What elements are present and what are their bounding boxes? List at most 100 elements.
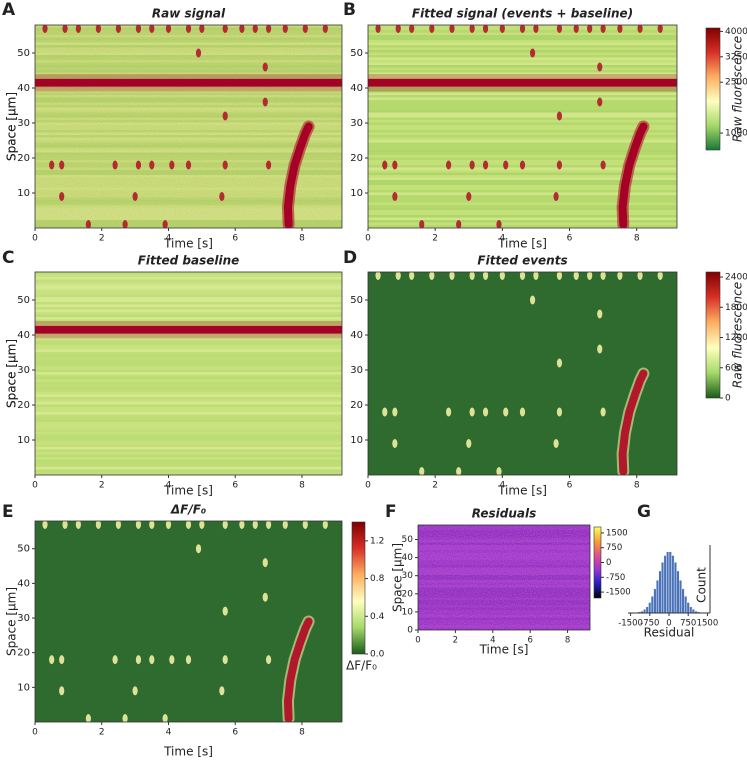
colorbar-label: ΔF/F₀	[346, 659, 377, 673]
y-tick-label: 10	[350, 188, 363, 199]
event	[59, 160, 65, 170]
heatmap-stripe	[35, 688, 342, 692]
heatmap-stripe	[35, 414, 342, 418]
heatmap-stripe	[368, 37, 677, 41]
event	[135, 521, 142, 529]
heatmap-stripe	[35, 394, 342, 398]
event	[503, 160, 509, 170]
heatmap-stripe	[368, 299, 677, 303]
heatmap-stripe	[368, 67, 677, 71]
colorbar-tick-label: 2400	[725, 273, 747, 283]
y-axis-label: Count	[695, 567, 709, 603]
event	[322, 25, 328, 33]
x-tick-label: 0	[415, 636, 420, 646]
heatmap-stripe	[368, 70, 677, 73]
event	[657, 25, 663, 33]
heatmap-stripe	[35, 698, 342, 702]
panel-title: ΔF/F₀	[170, 503, 207, 517]
heatmap-stripe	[35, 528, 342, 532]
heatmap-stripe	[35, 369, 342, 373]
heatmap-stripe	[35, 641, 342, 644]
heatmap-stripe	[35, 379, 342, 383]
heatmap-stripe	[35, 434, 342, 438]
heatmap-stripe	[35, 588, 342, 592]
heatmap-stripe	[368, 40, 677, 43]
y-tick-label: 50	[350, 48, 363, 59]
event	[395, 272, 401, 280]
heatmap-stripe	[368, 334, 677, 338]
event	[265, 521, 272, 529]
event	[162, 714, 168, 722]
event	[597, 344, 603, 354]
heatmap-stripe	[35, 626, 342, 629]
heatmap-stripe	[35, 274, 342, 278]
y-tick-label: 30	[350, 365, 363, 376]
heatmap-stripe	[368, 195, 677, 198]
heatmap-stripe	[35, 409, 342, 413]
event	[429, 25, 435, 33]
heatmap-stripe	[35, 442, 342, 445]
y-axis-label: Space [µm]	[5, 339, 19, 408]
event	[195, 48, 202, 58]
event	[600, 407, 606, 417]
heatmap-stripe	[368, 389, 677, 393]
heatmap-stripe	[368, 357, 677, 360]
y-axis-label: Space [µm]	[5, 339, 19, 408]
event	[573, 272, 579, 280]
heatmap-stripe	[35, 464, 342, 468]
bar	[676, 570, 680, 614]
heatmap	[368, 272, 677, 475]
colorbar-tick-label: 1800	[725, 303, 747, 313]
heatmap-stripe	[35, 439, 342, 443]
event	[169, 160, 175, 170]
heatmap-stripe	[368, 404, 677, 408]
heatmap-stripe	[368, 47, 677, 51]
heatmap-stripe	[368, 387, 677, 390]
bar	[684, 596, 688, 614]
heatmap-stripe	[368, 142, 677, 146]
heatmap-stripe	[35, 349, 342, 353]
event	[85, 220, 91, 228]
event	[222, 655, 228, 665]
heatmap-stripe	[35, 447, 342, 450]
wave	[618, 122, 648, 228]
y-tick-label: 10	[350, 435, 363, 446]
event	[169, 655, 175, 665]
heatmap-stripe	[35, 608, 342, 612]
heatmap-stripe	[368, 155, 677, 158]
x-tick-label: 4	[499, 234, 505, 244]
heatmap-stripe	[35, 678, 342, 682]
heatmap-stripe	[35, 618, 342, 622]
event	[382, 160, 388, 170]
heatmap-stripe	[368, 87, 677, 91]
heatmap-stripe	[368, 107, 677, 111]
heatmap-stripe	[368, 312, 677, 315]
bar	[648, 602, 652, 614]
heatmap-stripe	[35, 541, 342, 544]
event	[199, 521, 205, 529]
x-tick-label: 8	[634, 234, 640, 244]
y-tick-label: 50	[17, 544, 30, 555]
heatmap-stripe	[368, 105, 677, 108]
event	[482, 25, 489, 33]
panel-title: Fitted events	[477, 254, 567, 268]
heatmap-stripe	[368, 182, 677, 186]
event	[262, 592, 268, 602]
heatmap-stripe	[368, 322, 677, 325]
x-tick-label: 6	[232, 728, 238, 738]
event	[185, 521, 192, 529]
event	[132, 686, 138, 696]
heatmap-stripe	[35, 362, 342, 365]
y-tick-label: 40	[350, 83, 363, 94]
y-axis-label: Space [µm]	[5, 92, 19, 161]
heatmap-stripe	[368, 279, 677, 283]
event	[449, 25, 455, 33]
heatmap-stripe	[35, 307, 342, 310]
heatmap-stripe	[35, 716, 342, 719]
heatmap-stripe	[35, 424, 342, 428]
event	[392, 439, 398, 448]
event	[375, 25, 381, 33]
event	[149, 25, 155, 33]
colorbar	[705, 27, 721, 151]
heatmap-stripe	[368, 472, 677, 475]
